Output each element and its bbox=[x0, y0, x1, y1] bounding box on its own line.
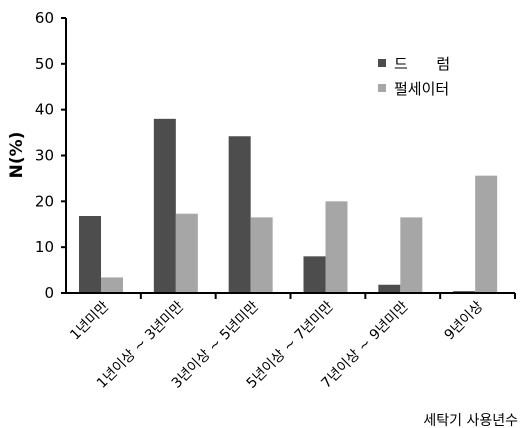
legend-label-1: 드 럼 bbox=[394, 55, 450, 73]
legend-swatch-1 bbox=[378, 59, 386, 67]
x-axis-label: 세탁기 사용년수 bbox=[423, 413, 518, 428]
bar-series-1-cat-2 bbox=[153, 118, 176, 293]
y-tick-label: 60 bbox=[35, 9, 54, 27]
bar-series-1-cat-3 bbox=[228, 136, 251, 293]
bar-series-2-cat-1 bbox=[101, 277, 123, 293]
bars-layer bbox=[79, 118, 498, 293]
y-tick-label: 0 bbox=[44, 284, 54, 302]
y-tick-label: 40 bbox=[35, 101, 54, 119]
bar-series-2-cat-3 bbox=[250, 217, 273, 293]
bar-series-1-cat-5 bbox=[378, 284, 401, 293]
bar-series-2-cat-2 bbox=[175, 213, 198, 293]
y-tick-label: 10 bbox=[35, 238, 54, 256]
legend-label-2: 펄세이터 bbox=[394, 80, 449, 98]
x-tick-label: 9년이상 bbox=[441, 298, 486, 343]
y-tick-label: 50 bbox=[35, 55, 54, 73]
x-tick-label: 1년미만 bbox=[67, 298, 112, 343]
bar-series-1-cat-1 bbox=[79, 216, 101, 293]
y-axis-label: N(%) bbox=[7, 132, 27, 179]
legend-swatch-2 bbox=[378, 84, 386, 92]
bar-series-1-cat-4 bbox=[303, 256, 326, 293]
bar-series-2-cat-4 bbox=[325, 201, 348, 293]
bar-series-2-cat-6 bbox=[475, 175, 498, 293]
y-ticks: 0 10 20 30 40 50 60 bbox=[35, 9, 66, 302]
y-tick-label: 20 bbox=[35, 192, 54, 210]
y-tick-label: 30 bbox=[35, 147, 54, 165]
bar-series-2-cat-5 bbox=[400, 217, 423, 293]
